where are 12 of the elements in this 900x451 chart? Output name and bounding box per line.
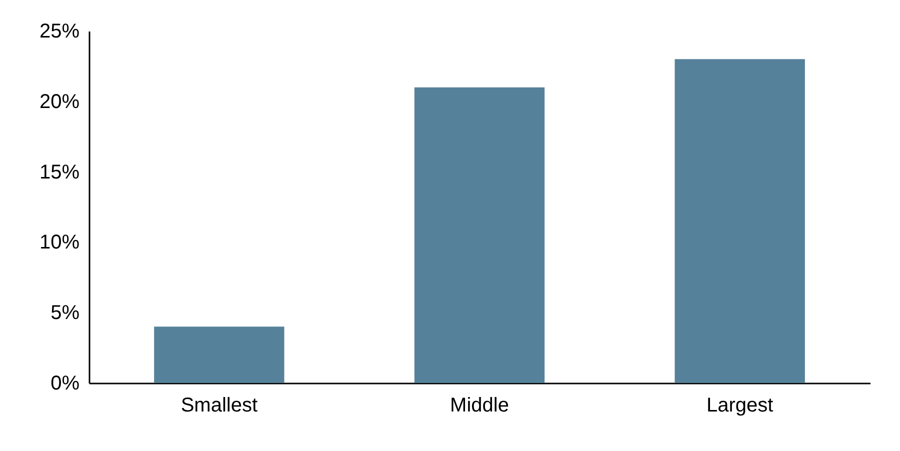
x-tick-label: Smallest: [180, 394, 258, 416]
bar: [414, 87, 545, 383]
y-tick-label: 0%: [50, 372, 80, 394]
x-tick-label: Middle: [450, 394, 509, 416]
y-tick-label: 20%: [39, 90, 80, 113]
x-tick-label: Largest: [706, 394, 774, 416]
bar: [674, 59, 805, 383]
y-tick-label: 10%: [39, 232, 80, 254]
y-tick-label: 25%: [39, 20, 80, 42]
bar: [154, 326, 284, 383]
y-tick-label: 5%: [50, 302, 80, 324]
y-tick-label: 15%: [39, 161, 80, 184]
